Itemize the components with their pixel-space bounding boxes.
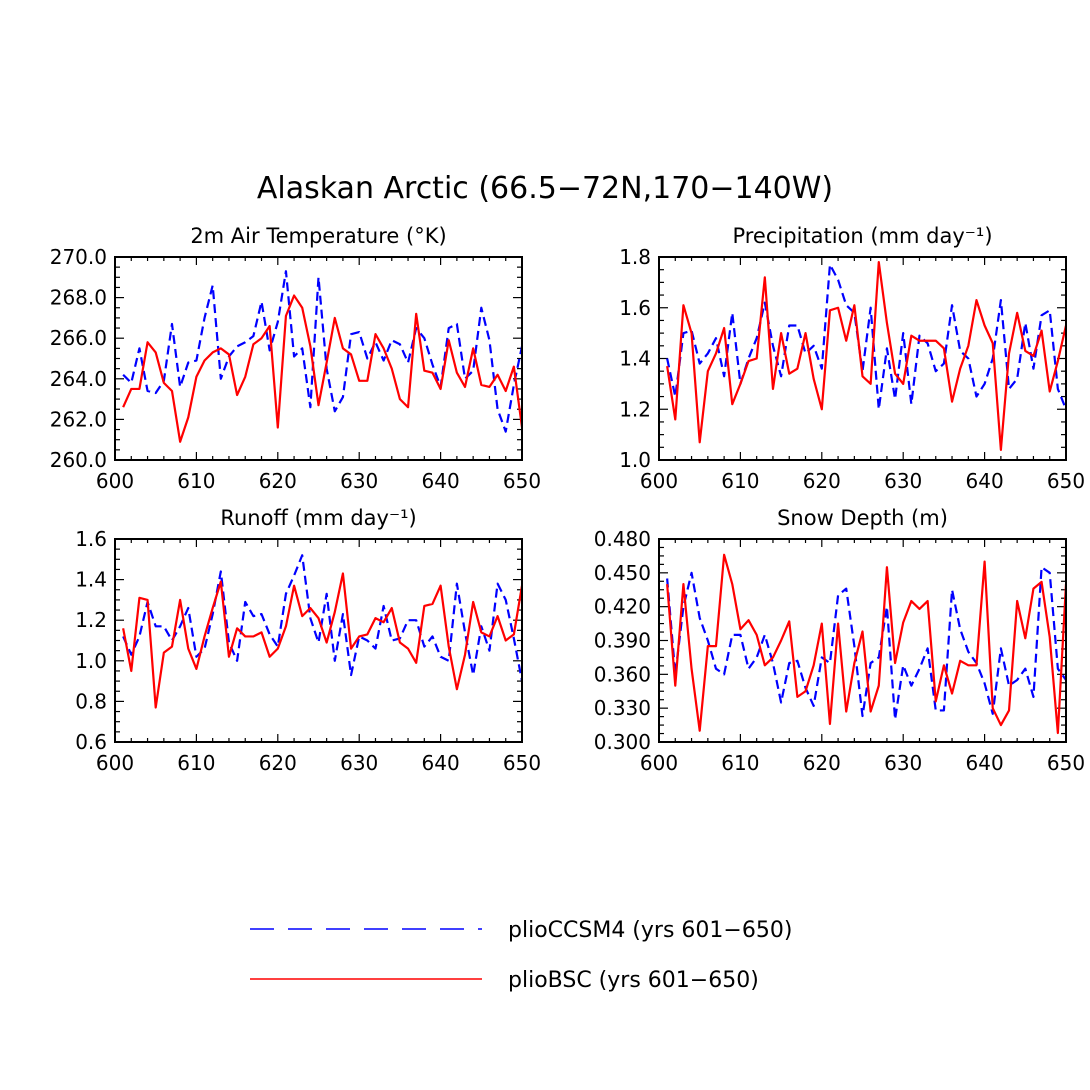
x-tick-label: 610 bbox=[721, 751, 759, 775]
x-tick-label: 650 bbox=[1047, 751, 1085, 775]
y-tick-label: 1.4 bbox=[75, 568, 107, 592]
x-tick-label: 630 bbox=[340, 751, 378, 775]
y-tick-label: 0.330 bbox=[594, 696, 651, 720]
y-tick-label: 1.2 bbox=[619, 397, 651, 421]
plot-frame-precipitation bbox=[658, 256, 1067, 461]
plot-frame-snow-depth bbox=[658, 538, 1067, 743]
y-tick-label: 260.0 bbox=[50, 448, 107, 472]
y-tick-label: 1.6 bbox=[619, 296, 651, 320]
panel-air-temperature: 2m Air Temperature (°K) 600 610 620 630 640 65… bbox=[50, 224, 541, 493]
legend-label-pliocssm4: plioCCSM4 (yrs 601−650) bbox=[508, 918, 792, 943]
y-tick-label: 1.8 bbox=[619, 245, 651, 269]
y-tick-label: 1.0 bbox=[75, 649, 107, 673]
x-tick-label: 620 bbox=[259, 751, 297, 775]
x-tick-label: 650 bbox=[503, 469, 541, 493]
y-tick-label: 1.6 bbox=[75, 527, 107, 551]
y-tick-label: 0.480 bbox=[594, 527, 651, 551]
plot-frame-air-temperature bbox=[114, 256, 523, 461]
panel-title-air-temperature: 2m Air Temperature (°K) bbox=[190, 224, 446, 248]
x-tick-label: 620 bbox=[259, 469, 297, 493]
y-tick-label: 0.300 bbox=[594, 730, 651, 754]
x-tick-label: 650 bbox=[503, 751, 541, 775]
x-tick-label: 610 bbox=[177, 751, 215, 775]
y-tick-label: 264.0 bbox=[50, 367, 107, 391]
x-tick-label: 600 bbox=[96, 751, 134, 775]
y-tick-label: 268.0 bbox=[50, 286, 107, 310]
x-tick-label: 650 bbox=[1047, 469, 1085, 493]
y-tick-label: 0.6 bbox=[75, 730, 107, 754]
panel-precipitation: Precipitation (mm day⁻¹) 600 610 620 630 640 6… bbox=[619, 224, 1085, 493]
panel-snow-depth: Snow Depth (m) 600 610 620 630 640 650 0.300 0.3… bbox=[594, 506, 1085, 775]
panel-title-snow-depth: Snow Depth (m) bbox=[777, 506, 948, 530]
y-tick-label: 266.0 bbox=[50, 326, 107, 350]
x-tick-label: 630 bbox=[340, 469, 378, 493]
x-tick-label: 620 bbox=[803, 469, 841, 493]
x-tick-label: 600 bbox=[96, 469, 134, 493]
y-tick-label: 1.0 bbox=[619, 448, 651, 472]
x-tick-label: 630 bbox=[884, 751, 922, 775]
series-line-pliocssm4 bbox=[122, 554, 522, 682]
x-tick-label: 630 bbox=[884, 469, 922, 493]
panel-title-precipitation: Precipitation (mm day⁻¹) bbox=[732, 224, 992, 248]
x-tick-label: 640 bbox=[422, 469, 460, 493]
x-tick-label: 610 bbox=[721, 469, 759, 493]
panel-runoff: Runoff (mm day⁻¹) 600 610 620 630 640 650 0.6 0.… bbox=[75, 506, 541, 775]
x-tick-label: 640 bbox=[422, 751, 460, 775]
y-tick-label: 0.420 bbox=[594, 595, 651, 619]
x-tick-label: 600 bbox=[640, 751, 678, 775]
y-tick-label: 0.360 bbox=[594, 662, 651, 686]
series-line-pliocssm4 bbox=[666, 263, 1066, 411]
y-tick-label: 270.0 bbox=[50, 245, 107, 269]
legend-label-pliobsc: plioBSC (yrs 601−650) bbox=[508, 968, 759, 993]
x-tick-label: 620 bbox=[803, 751, 841, 775]
series-line-pliobsc bbox=[666, 553, 1066, 735]
y-tick-label: 1.2 bbox=[75, 608, 107, 632]
legend: plioCCSM4 (yrs 601−650) plioBSC (yrs 601… bbox=[250, 918, 792, 993]
series-line-pliobsc bbox=[122, 572, 522, 709]
panel-title-runoff: Runoff (mm day⁻¹) bbox=[220, 506, 416, 530]
series-line-pliocssm4 bbox=[666, 566, 1066, 721]
x-tick-label: 640 bbox=[966, 469, 1004, 493]
y-tick-label: 262.0 bbox=[50, 407, 107, 431]
y-tick-label: 0.450 bbox=[594, 561, 651, 585]
series-line-pliobsc bbox=[666, 260, 1066, 451]
series-line-pliobsc bbox=[122, 294, 522, 443]
figure-title: Alaskan Arctic (66.5−72N,170−140W) bbox=[257, 171, 833, 206]
x-tick-label: 610 bbox=[177, 469, 215, 493]
x-tick-label: 640 bbox=[966, 751, 1004, 775]
y-tick-label: 0.390 bbox=[594, 629, 651, 653]
y-tick-label: 1.4 bbox=[619, 347, 651, 371]
x-tick-label: 600 bbox=[640, 469, 678, 493]
y-tick-label: 0.8 bbox=[75, 689, 107, 713]
plot-frame-runoff bbox=[114, 538, 523, 743]
